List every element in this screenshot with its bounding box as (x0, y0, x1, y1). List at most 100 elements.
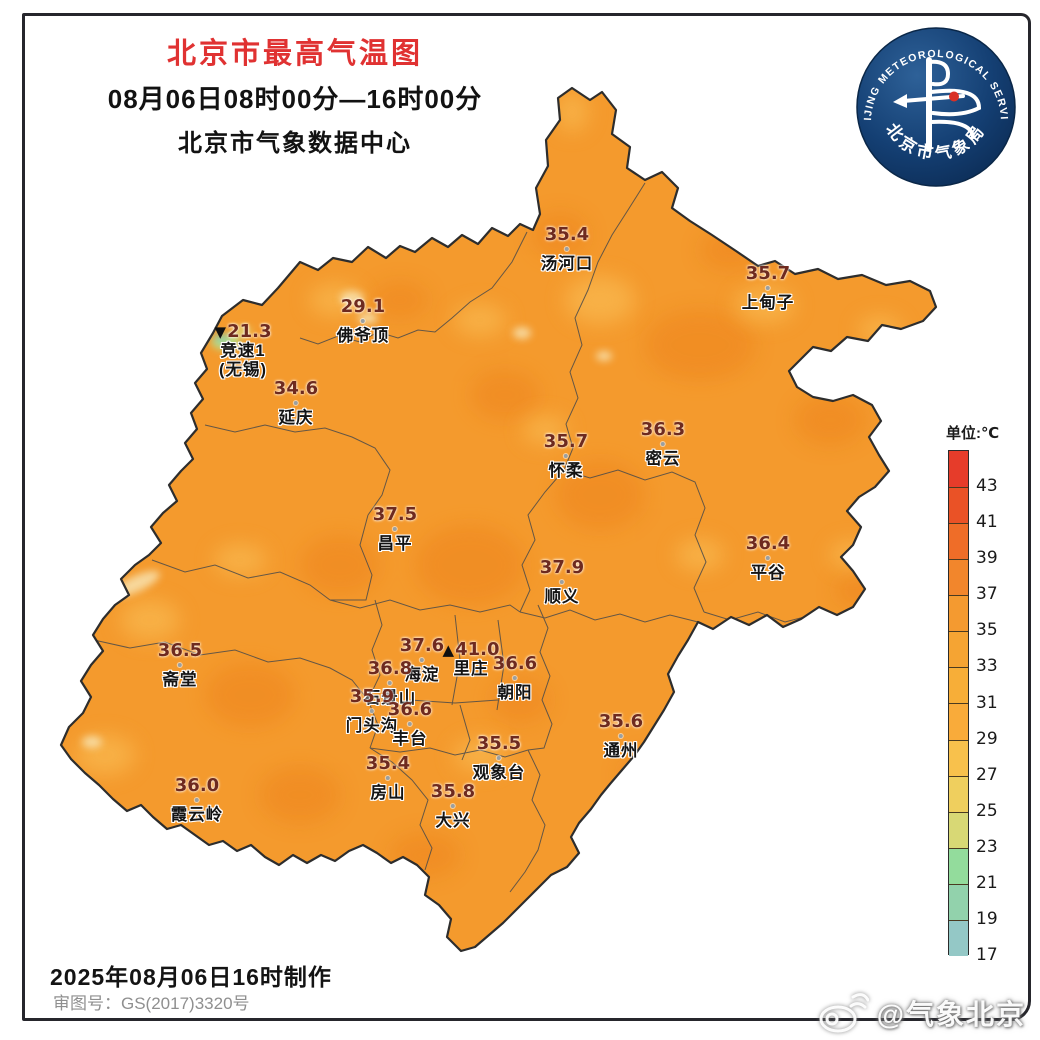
temperature-legend: 单位:℃ 43 41 39 37 35 33 31 29 27 25 23 21 19 17 (946, 422, 999, 965)
station-temperature: 36.3 (640, 419, 686, 440)
station-temperature: 34.6 (273, 378, 319, 399)
legend-segment (949, 883, 968, 920)
station-name: 丰台 (392, 730, 428, 748)
station-value: 29.1 (341, 298, 385, 316)
station-dot (385, 776, 390, 780)
station-label: 35.4 汤河口 (541, 226, 594, 273)
station-temperature: 37.9 (539, 557, 585, 578)
legend-segment (949, 847, 968, 884)
station-name: 斋堂 (162, 671, 198, 689)
station-temperature: 35.9 (349, 686, 395, 707)
legend-segment (949, 451, 968, 488)
station-name: 上甸子 (741, 294, 795, 312)
station-name: 竞速1 (220, 342, 266, 360)
station-name: 佛爷顶 (336, 327, 390, 345)
legend-tick-label: 27 (976, 764, 998, 785)
legend-segment (949, 667, 968, 704)
station-temperature: 37.6 (399, 635, 445, 656)
district-boundaries (93, 182, 837, 893)
station-name: 通州 (603, 742, 639, 760)
station-name-line2: (无锡) (219, 360, 267, 379)
legend-tick-label: 23 (976, 836, 998, 857)
legend-segment (949, 631, 968, 668)
beijing-boundary-fill (61, 88, 936, 951)
station-temperature: 35.8 (430, 781, 476, 802)
station-value: 36.4 (746, 535, 790, 553)
station-temperature: 35.5 (476, 733, 522, 754)
station-temperature: 36.6 (387, 699, 433, 720)
station-value: 35.5 (477, 735, 521, 753)
station-dot (765, 556, 770, 560)
legend-segment (949, 559, 968, 596)
logo-weathervane-icon (893, 57, 982, 151)
station-label: 37.5 昌平 (373, 506, 417, 553)
legend-tick-label: 35 (976, 620, 998, 641)
station-name: 密云 (645, 450, 681, 468)
station-dot (392, 527, 397, 531)
station-value: 35.7 (746, 265, 790, 283)
station-label: ▲ 41.0 里庄 (443, 641, 500, 678)
station-temperature: 35.4 (544, 224, 590, 245)
station-name: 门头沟 (345, 717, 399, 735)
station-value: 37.6 (400, 637, 444, 655)
station-temperature: 36.0 (174, 775, 220, 796)
station-label: 35.5 观象台 (473, 735, 526, 782)
station-label: 36.6 朝阳 (493, 655, 537, 702)
legend-tick-label: 19 (976, 908, 998, 929)
station-dot (195, 798, 199, 802)
station-label: 29.1 佛爷顶 (337, 298, 390, 345)
station-value: 35.4 (545, 226, 589, 244)
station-value: 35.4 (366, 755, 410, 773)
station-dot (407, 722, 412, 726)
legend-segment (949, 703, 968, 740)
station-name: 霞云岭 (170, 806, 224, 824)
bms-logo: BEIJING METEOROLOGICAL SERVICE 北京市气象局 (853, 24, 1016, 187)
station-value: 36.6 (493, 655, 537, 673)
station-value: 36.8 (368, 660, 412, 678)
station-label: 35.4 房山 (366, 755, 410, 802)
station-dot (450, 804, 455, 808)
legend-color-bar (948, 450, 969, 956)
station-value: 37.5 (373, 506, 417, 524)
legend-tick-label: 31 (976, 692, 998, 713)
legend-segment (949, 919, 968, 956)
station-value: 36.0 (175, 777, 219, 795)
station-name: 朝阳 (497, 684, 533, 702)
station-dot (370, 709, 374, 713)
station-dot (660, 442, 665, 446)
legend-tick-label: 29 (976, 728, 998, 749)
production-time: 2025年08月06日16时制作 (50, 964, 332, 990)
station-dot (565, 247, 569, 251)
cool-valley-patch (211, 327, 251, 350)
station-label: 36.0 霞云岭 (171, 777, 224, 824)
station-name: 房山 (370, 784, 406, 802)
station-label: 36.8 石景山 (364, 660, 417, 707)
station-dot (419, 658, 424, 662)
station-value: 36.5 (158, 642, 202, 660)
station-label: ▼ 21.3 竞速1 (无锡) (215, 323, 272, 378)
legend-segment (949, 595, 968, 632)
station-name: 昌平 (377, 535, 413, 553)
station-value: 35.7 (544, 433, 588, 451)
station-value: 35.9 (350, 688, 394, 706)
map-review-number: 审图号：GS(2017)3320号 (53, 994, 250, 1013)
legend-tick-label: 33 (976, 656, 998, 677)
station-temperature: 41.0 (455, 639, 500, 660)
map-data-source: 北京市气象数据中心 (178, 130, 412, 157)
station-value: 35.6 (599, 713, 643, 731)
legend-tick-label: 43 (976, 476, 998, 497)
station-dot (559, 580, 564, 584)
station-temperature: 36.8 (367, 658, 413, 679)
station-dot (563, 454, 568, 458)
station-dot (618, 734, 623, 738)
station-name: 平谷 (750, 564, 786, 582)
station-value: 37.9 (540, 559, 584, 577)
station-label: 36.3 密云 (641, 421, 685, 468)
station-temperature: 36.6 (492, 653, 538, 674)
station-temperature: 35.7 (543, 431, 589, 452)
station-name: 怀柔 (548, 462, 584, 480)
station-label: 35.7 上甸子 (742, 265, 795, 312)
station-label: 37.6 海淀 (400, 637, 444, 684)
